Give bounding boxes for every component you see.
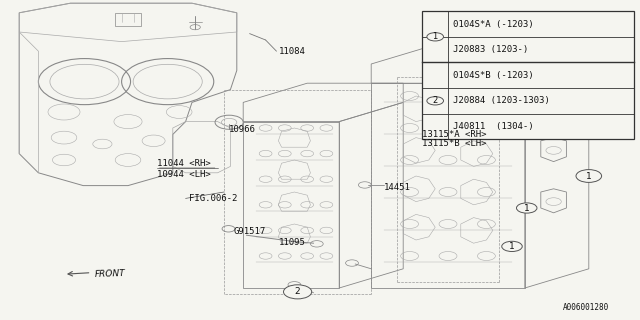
Text: J20884 (1203-1303): J20884 (1203-1303)	[453, 96, 550, 105]
Text: 11044 <RH>: 11044 <RH>	[157, 159, 211, 168]
Text: 10966: 10966	[229, 125, 256, 134]
Text: FIG.006-2: FIG.006-2	[189, 194, 237, 203]
Text: 1: 1	[509, 242, 515, 251]
Text: 1: 1	[433, 32, 438, 41]
Text: 0104S*B (-1203): 0104S*B (-1203)	[453, 71, 534, 80]
Circle shape	[427, 97, 444, 105]
Text: FRONT: FRONT	[95, 268, 126, 279]
Circle shape	[576, 170, 602, 182]
Text: 2: 2	[433, 96, 438, 105]
Text: 13115*A <RH>: 13115*A <RH>	[422, 130, 487, 139]
Text: 11095: 11095	[278, 238, 305, 247]
Text: G91517: G91517	[234, 227, 266, 236]
Text: 0104S*A (-1203): 0104S*A (-1203)	[453, 20, 534, 28]
Circle shape	[284, 285, 312, 299]
Circle shape	[516, 203, 537, 213]
Text: 14451: 14451	[384, 183, 411, 192]
Text: J20883 (1203-): J20883 (1203-)	[453, 45, 529, 54]
Text: 13115*B <LH>: 13115*B <LH>	[422, 139, 487, 148]
Text: 1: 1	[586, 172, 591, 180]
Text: 10944 <LH>: 10944 <LH>	[157, 170, 211, 179]
Text: 2: 2	[295, 287, 300, 296]
Text: 1: 1	[524, 204, 529, 212]
Text: 11084: 11084	[278, 47, 305, 56]
Text: J40811  (1304-): J40811 (1304-)	[453, 122, 534, 131]
Circle shape	[427, 33, 444, 41]
Text: A006001280: A006001280	[563, 303, 609, 312]
Bar	[422, 11, 634, 139]
Circle shape	[502, 241, 522, 252]
